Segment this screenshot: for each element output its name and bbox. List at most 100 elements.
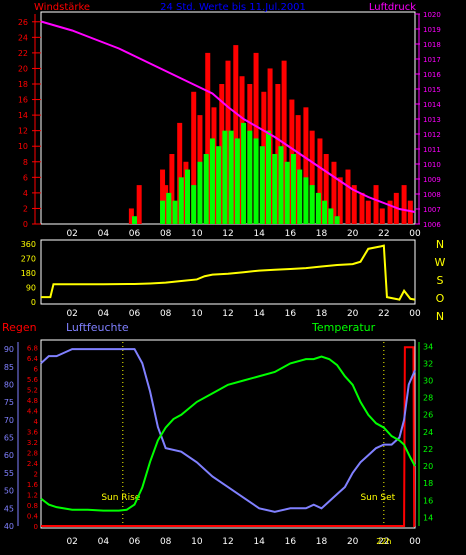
x-tick-label: 18 (316, 309, 328, 319)
pressure-axis-tick: 1010 (423, 161, 441, 169)
wind-max-bar (160, 169, 166, 224)
humidity-axis-tick: 90 (4, 345, 14, 354)
temperature-axis-tick: 28 (423, 394, 433, 403)
wind-max-bar (219, 84, 225, 224)
wind-avg-bar (216, 146, 222, 224)
direction-axis-tick: 90 (26, 284, 36, 293)
humidity-axis-tick: 55 (4, 469, 14, 478)
direction-panel-frame (40, 239, 416, 305)
humidity-axis-tick: 80 (4, 380, 14, 389)
pressure-axis-tick: 1007 (423, 206, 441, 214)
pressure-axis-tick: 1013 (423, 116, 441, 124)
wind-avg-bar (166, 192, 172, 224)
compass-label: S (437, 274, 444, 287)
x-tick-label: 06 (129, 537, 141, 547)
sunset-label: Sun Set (360, 493, 395, 503)
temperature-axis-tick: 30 (423, 377, 433, 386)
wind-avg-bar (278, 146, 284, 224)
rain-axis-tick: 2.4 (27, 460, 39, 468)
x-tick-label: 20 (347, 537, 359, 547)
wind-axis-tick: 2 (23, 204, 28, 213)
x-tick-label: 00 (409, 309, 421, 319)
wind-avg-bar (303, 177, 309, 224)
wind-axis-tick: 22 (18, 49, 28, 58)
wind-axis-tick: 24 (18, 33, 28, 42)
x-tick-label: 22 (378, 229, 389, 239)
humidity-axis-tick: 60 (4, 451, 14, 460)
temperature-axis-tick: 20 (423, 462, 433, 471)
x-tick-label: 06 (129, 229, 141, 239)
wind-avg-bar (234, 138, 240, 224)
wind-axis-tick: 12 (18, 127, 28, 136)
x-tick-label: 14 (253, 537, 265, 547)
pressure-axis-title: Luftdruck (369, 2, 416, 13)
wind-avg-bar (132, 216, 137, 224)
compass-label: O (436, 292, 445, 305)
pressure-axis-tick: 1008 (423, 191, 441, 199)
pressure-axis-tick: 1012 (423, 131, 441, 139)
rain-axis-tick: 5.6 (27, 376, 39, 384)
direction-axis-tick: 360 (21, 240, 36, 249)
humidity-axis-tick: 45 (4, 504, 14, 513)
pressure-axis-tick: 1014 (423, 101, 441, 109)
wind-avg-bar (259, 146, 265, 224)
wind-avg-bar (222, 130, 228, 224)
wind-axis-tick: 4 (23, 189, 28, 198)
temperature-axis-tick: 14 (423, 513, 433, 522)
x-tick-label: 08 (160, 229, 172, 239)
compass-label: N (436, 238, 444, 251)
wind-max-bar (275, 84, 281, 224)
pressure-axis-tick: 1020 (423, 11, 441, 19)
wind-avg-bar (297, 169, 303, 224)
pressure-axis-tick: 1011 (423, 146, 441, 154)
wind-max-bar (205, 52, 211, 225)
wind-max-bar (136, 185, 142, 224)
wind-avg-bar (160, 200, 166, 224)
x-tick-label: 04 (98, 309, 110, 319)
wind-max-bar (128, 208, 134, 224)
rain-axis-tick: 6.4 (27, 355, 39, 363)
rain-axis-tick: 0.4 (27, 512, 39, 520)
pressure-axis-tick: 1015 (423, 86, 441, 94)
wind-axis-tick: 18 (18, 80, 28, 89)
wind-avg-bar (228, 130, 234, 224)
sunset-time-label: 22h (376, 537, 391, 546)
pressure-axis-tick: 1009 (423, 176, 441, 184)
wind-max-bar (401, 185, 407, 224)
humidity-axis-tick: 75 (4, 398, 14, 407)
climate-panel-frame (40, 339, 416, 529)
x-tick-label: 08 (160, 537, 172, 547)
wind-avg-bar (191, 185, 197, 224)
wind-max-bar (163, 185, 169, 224)
wind-avg-bar (334, 216, 340, 224)
wind-max-bar (359, 192, 365, 224)
rain-axis-tick: 0 (34, 523, 38, 531)
wind-avg-bar (203, 154, 209, 224)
humidity-axis-tick: 85 (4, 363, 14, 372)
wind-max-bar (379, 208, 385, 224)
x-tick-label: 04 (98, 537, 110, 547)
chart-title: 24 Std. Werte bis 11.Jul.2001 (160, 2, 306, 13)
temperature-axis-tick: 22 (423, 445, 433, 454)
direction-axis-tick: 270 (21, 255, 36, 264)
wind-axis-tick: 14 (18, 111, 28, 120)
x-tick-label: 06 (129, 309, 141, 319)
temperature-axis-tick: 34 (423, 342, 433, 351)
x-tick-label: 14 (253, 229, 265, 239)
wind-max-bar (233, 45, 239, 224)
wind-avg-bar (253, 138, 259, 224)
humidity-axis-tick: 50 (4, 487, 14, 496)
rain-line (41, 346, 416, 527)
wind-avg-bar (197, 161, 203, 224)
rain-axis-tick: 4 (34, 418, 39, 426)
x-tick-label: 14 (253, 309, 265, 319)
rain-axis-tick: 2.8 (27, 449, 38, 457)
rain-axis-tick: 6.8 (27, 344, 38, 352)
wind-avg-bar (178, 177, 184, 224)
rain-axis-tick: 3.2 (27, 439, 38, 447)
temperature-axis-tick: 26 (423, 411, 433, 420)
x-tick-label: 02 (66, 309, 77, 319)
wind-max-bar (317, 138, 323, 224)
wind-max-bar (345, 169, 351, 224)
